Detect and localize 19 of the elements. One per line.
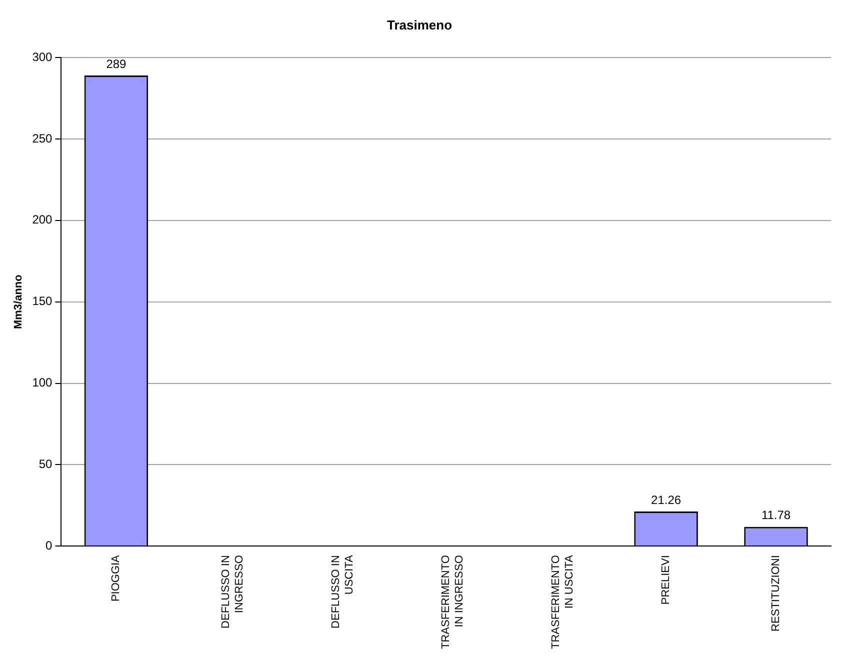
- x-tick-label: TRASFERIMENTO IN INGRESSO: [440, 554, 466, 650]
- chart-title: Trasimeno: [386, 17, 452, 32]
- x-tick-label: PRELIEVI: [660, 555, 672, 605]
- y-tick-label: 150: [32, 294, 53, 308]
- x-tick-label: DEFLUSSO IN INGRESSO: [220, 554, 246, 628]
- y-tick-label: 200: [32, 212, 53, 227]
- x-tick-label: PIOGGIA: [110, 554, 122, 602]
- y-tick-label: 0: [46, 538, 53, 552]
- data-label: 11.78: [761, 508, 791, 522]
- x-tick-label: RESTITUZIONI: [770, 555, 782, 632]
- y-tick-label: 250: [32, 131, 53, 146]
- y-tick-label: 100: [32, 376, 53, 390]
- y-axis-title: Mm3/anno: [12, 274, 25, 330]
- data-label: 289: [106, 56, 127, 71]
- y-tick-label: 300: [32, 50, 53, 64]
- y-tick-label: 50: [38, 456, 53, 471]
- x-tick-label: TRASFERIMENTO IN USCITA: [550, 554, 576, 650]
- data-label: 21.26: [651, 492, 682, 507]
- x-tick-label: DEFLUSSO IN USCITA: [330, 554, 356, 628]
